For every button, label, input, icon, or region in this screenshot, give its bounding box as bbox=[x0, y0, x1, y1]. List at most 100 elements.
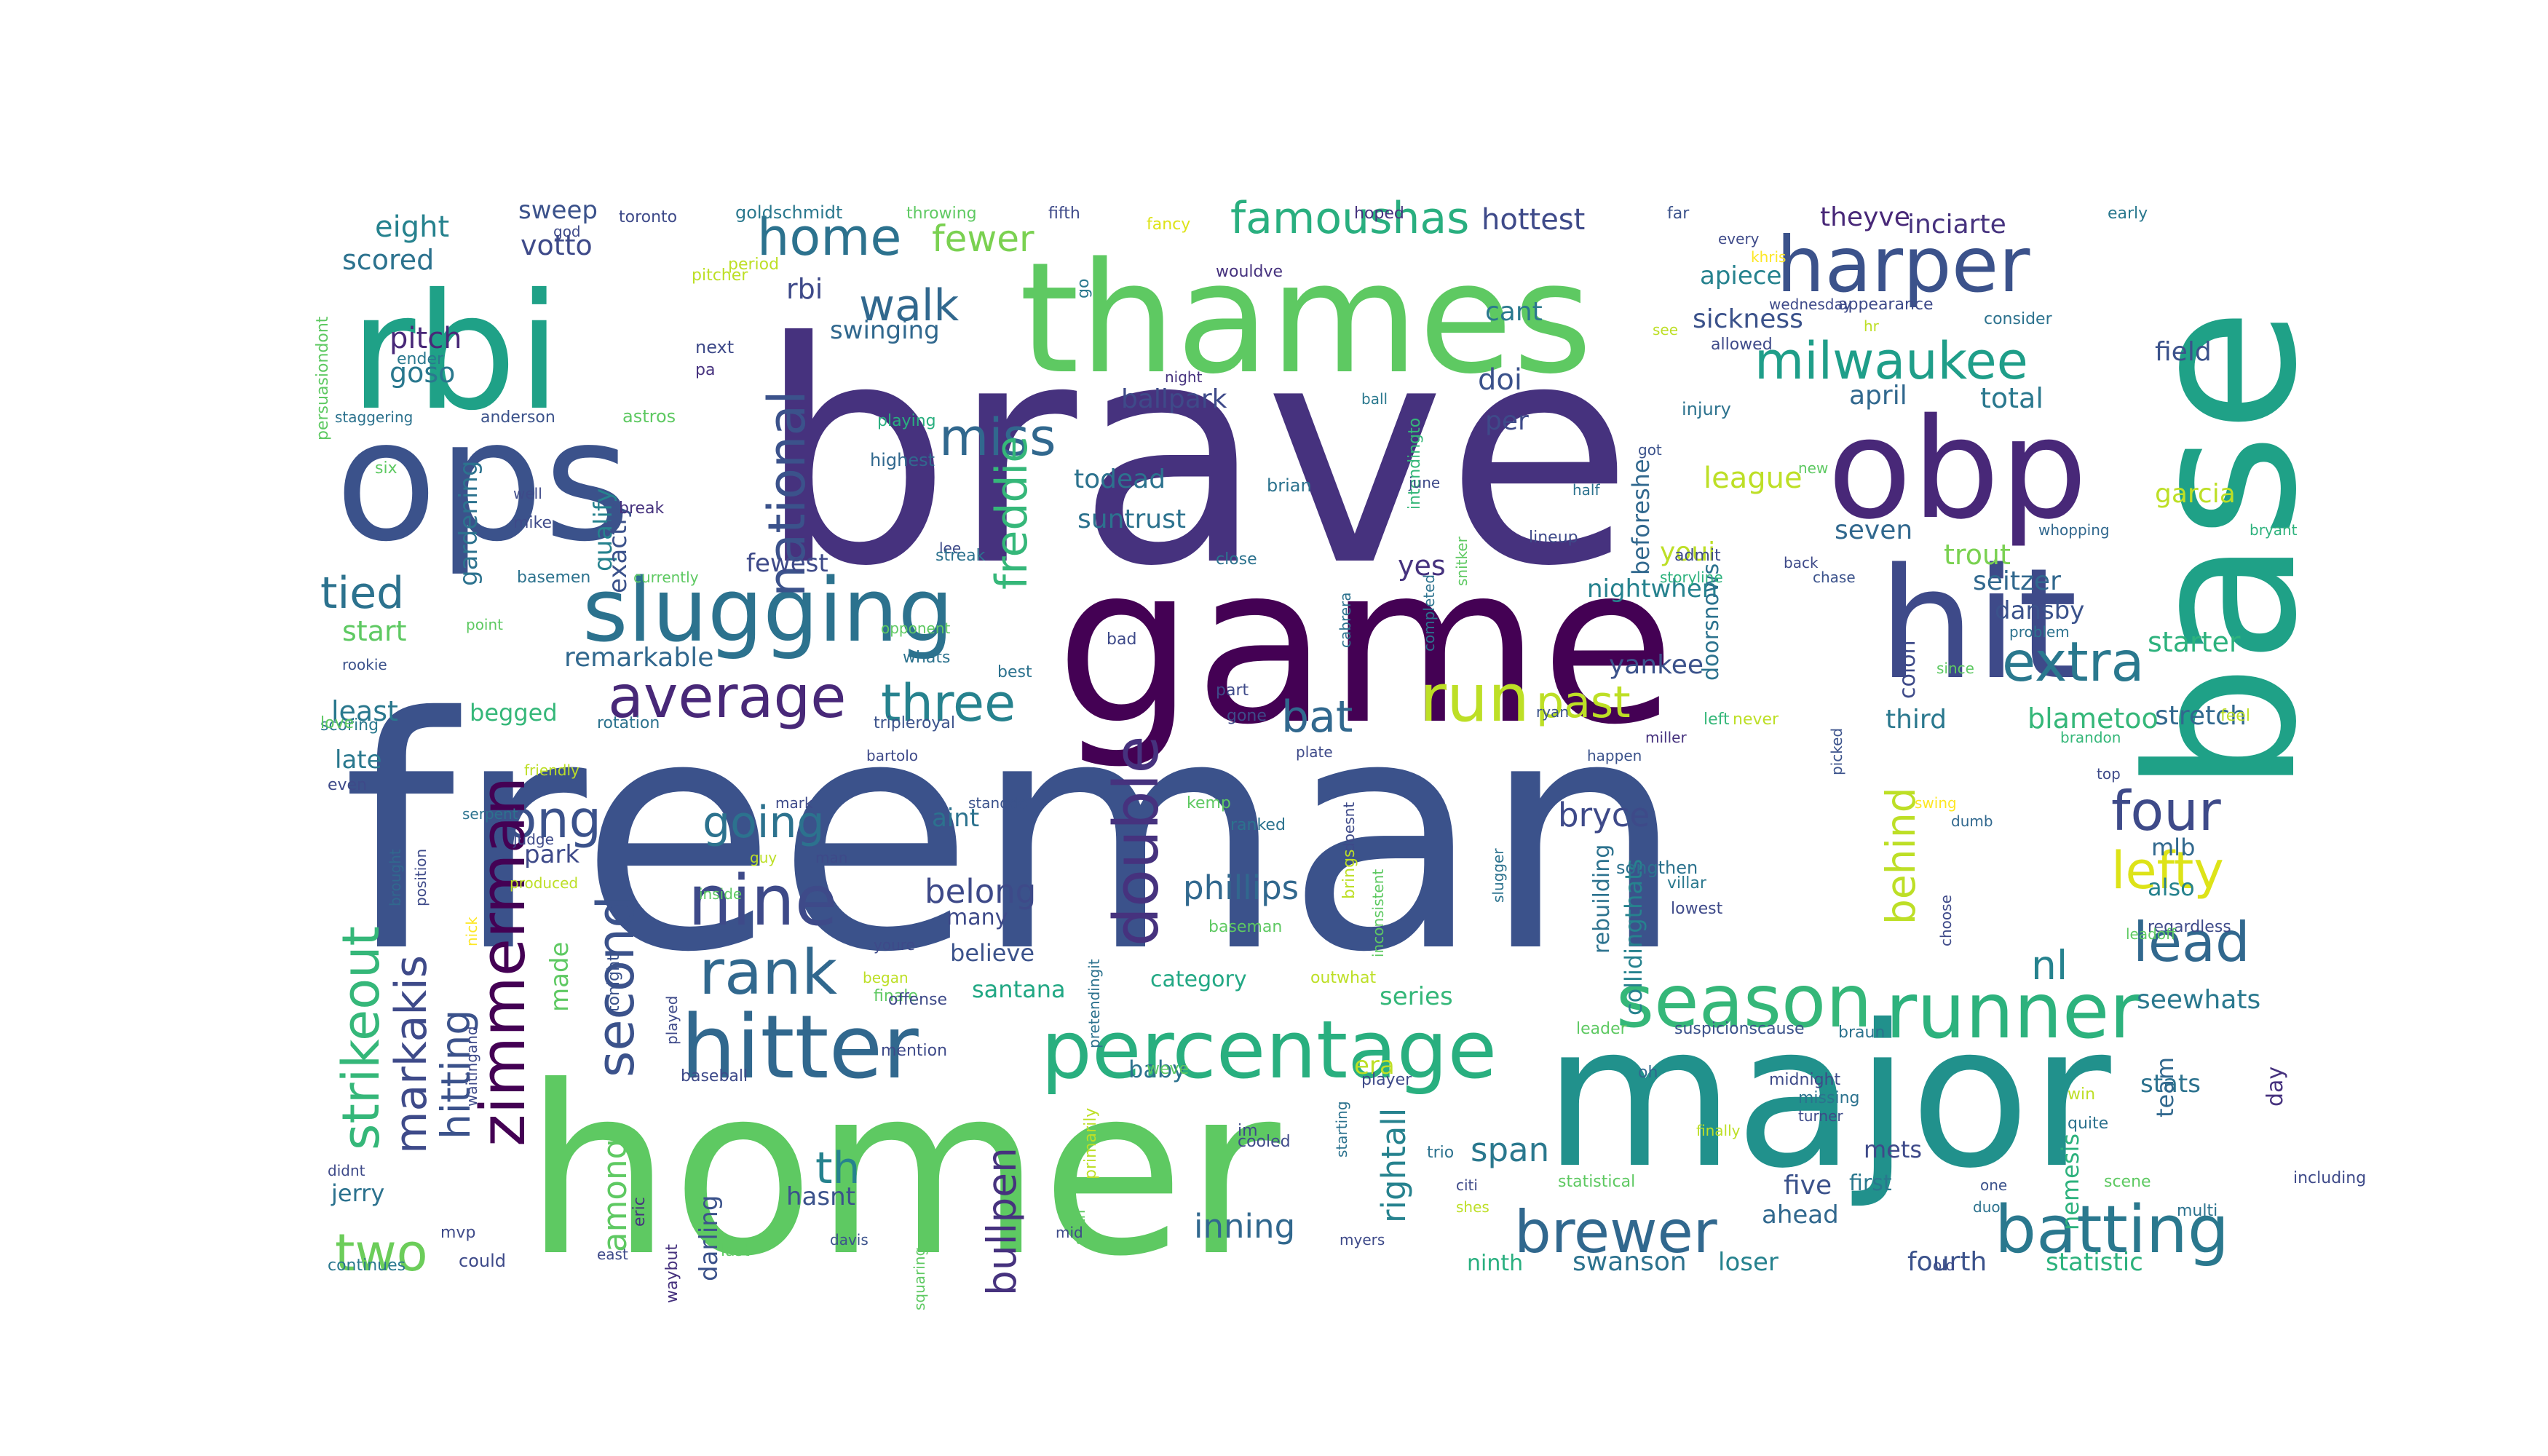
cloud-word: new bbox=[1798, 459, 1828, 477]
cloud-word: harper bbox=[1776, 221, 2030, 309]
cloud-word: produced bbox=[510, 874, 578, 892]
cloud-word: lee bbox=[939, 539, 961, 557]
cloud-word: freeman bbox=[342, 649, 1685, 1022]
cloud-word: statistical bbox=[1558, 1173, 1635, 1191]
cloud-word: outwhat bbox=[1310, 969, 1376, 987]
cloud-word: fewest bbox=[746, 549, 828, 578]
cloud-word: nine bbox=[688, 861, 837, 941]
cloud-word: standdo bbox=[968, 794, 1027, 812]
cloud-word: offense bbox=[888, 991, 947, 1009]
cloud-word: cabrera bbox=[1337, 592, 1354, 648]
cloud-word: choose bbox=[1937, 895, 1955, 946]
cloud-word: hit bbox=[1878, 535, 2078, 713]
cloud-word: phillips bbox=[1183, 869, 1299, 907]
cloud-word: guy bbox=[750, 849, 777, 866]
cloud-word: era bbox=[1354, 1051, 1395, 1080]
cloud-word: finale bbox=[874, 987, 918, 1005]
cloud-word: bryce bbox=[1558, 796, 1650, 834]
cloud-word: aint bbox=[932, 804, 979, 833]
cloud-word: statistic bbox=[2046, 1248, 2143, 1277]
cloud-word: extra bbox=[2002, 630, 2144, 694]
cloud-word: midnight bbox=[1769, 1071, 1840, 1089]
cloud-word: pitch bbox=[389, 322, 462, 355]
cloud-word: qualify bbox=[589, 488, 618, 571]
cloud-word: brian bbox=[1267, 475, 1312, 496]
cloud-word: team bbox=[2151, 1057, 2179, 1117]
cloud-word: gardening bbox=[454, 461, 483, 586]
cloud-word: whats bbox=[903, 649, 951, 667]
cloud-word: zimmerman bbox=[467, 777, 539, 1147]
cloud-word: freddie bbox=[986, 436, 1037, 590]
cloud-word: starter bbox=[2148, 626, 2241, 658]
cloud-word: fourth bbox=[1907, 1247, 1987, 1277]
cloud-word: weve bbox=[1147, 1060, 1189, 1078]
cloud-word: songthen bbox=[1616, 858, 1698, 878]
cloud-word: anderson bbox=[480, 408, 555, 427]
cloud-word: seewhats bbox=[2137, 985, 2260, 1015]
cloud-word: brewer bbox=[1514, 1198, 1717, 1266]
cloud-word: myers bbox=[1340, 1231, 1385, 1249]
cloud-word: six bbox=[375, 459, 397, 478]
cloud-word: villar bbox=[1667, 874, 1707, 893]
cloud-word: waybut bbox=[663, 1244, 681, 1303]
cloud-word: every bbox=[1718, 230, 1760, 248]
cloud-word: youre bbox=[874, 936, 915, 954]
cloud-word: currently bbox=[633, 569, 699, 586]
cloud-word: tripleroyal bbox=[874, 714, 955, 732]
cloud-word: ninth bbox=[1467, 1251, 1523, 1276]
cloud-word: yes bbox=[1398, 550, 1446, 582]
cloud-word: staggering bbox=[335, 408, 413, 426]
cloud-word: apiece bbox=[1700, 261, 1781, 290]
cloud-word: jerry bbox=[331, 1179, 384, 1207]
cloud-word: never bbox=[1733, 711, 1779, 729]
cloud-word: baseball bbox=[681, 1067, 748, 1085]
cloud-word: regardless bbox=[2148, 918, 2231, 936]
cloud-word: khris bbox=[1751, 248, 1786, 266]
cloud-word: long bbox=[491, 790, 601, 850]
cloud-word: mlb bbox=[2151, 834, 2195, 861]
cloud-word: walk bbox=[859, 280, 960, 331]
cloud-word: homer bbox=[524, 1037, 1283, 1307]
cloud-word: also bbox=[2148, 874, 2195, 901]
cloud-word: belong bbox=[925, 872, 1036, 911]
cloud-word: dansby bbox=[1995, 596, 2084, 625]
cloud-word: continues bbox=[328, 1257, 405, 1275]
cloud-word: suspicionscause bbox=[1674, 1020, 1805, 1038]
cloud-word: five bbox=[1784, 1171, 1832, 1200]
cloud-word: admit bbox=[1674, 547, 1721, 565]
cloud-word: even bbox=[328, 776, 367, 794]
cloud-word: nl bbox=[2031, 942, 2068, 989]
cloud-word: best bbox=[997, 663, 1032, 681]
cloud-word: scene bbox=[2104, 1173, 2151, 1191]
cloud-word: markakis bbox=[386, 955, 437, 1154]
cloud-word: four bbox=[2111, 779, 2221, 843]
cloud-word: night bbox=[1165, 368, 1203, 386]
cloud-word: thames bbox=[1019, 229, 1592, 408]
cloud-word: believe bbox=[950, 939, 1034, 967]
cloud-word: hr bbox=[1864, 317, 1880, 335]
cloud-word: friendly bbox=[524, 761, 579, 779]
cloud-word: astros bbox=[622, 406, 676, 427]
cloud-word: left bbox=[1704, 711, 1730, 729]
cloud-word: rookie bbox=[342, 656, 387, 673]
cloud-word: snitker bbox=[1453, 536, 1471, 586]
cloud-word: swing bbox=[1915, 794, 1957, 812]
cloud-word: swinging bbox=[830, 316, 940, 345]
cloud-word: fewer bbox=[932, 218, 1034, 260]
cloud-word: famoushas bbox=[1230, 193, 1469, 244]
cloud-word: mike bbox=[513, 514, 552, 532]
cloud-word: ahead bbox=[1762, 1200, 1839, 1230]
cloud-word: late bbox=[335, 745, 382, 775]
cloud-word: total bbox=[1980, 382, 2043, 414]
cloud-word: seven bbox=[1835, 515, 1912, 545]
cloud-word: start bbox=[342, 615, 407, 647]
cloud-word: going bbox=[703, 797, 825, 848]
cloud-word: major bbox=[1543, 982, 2113, 1211]
cloud-word: leadoff bbox=[2126, 925, 2177, 943]
cloud-word: gone bbox=[1227, 707, 1267, 725]
cloud-word: darling bbox=[695, 1195, 724, 1281]
cloud-word: whopping bbox=[2038, 521, 2110, 539]
cloud-word: problem bbox=[2009, 623, 2070, 641]
cloud-word: ryan bbox=[1536, 703, 1569, 721]
cloud-word: injury bbox=[1682, 399, 1731, 419]
